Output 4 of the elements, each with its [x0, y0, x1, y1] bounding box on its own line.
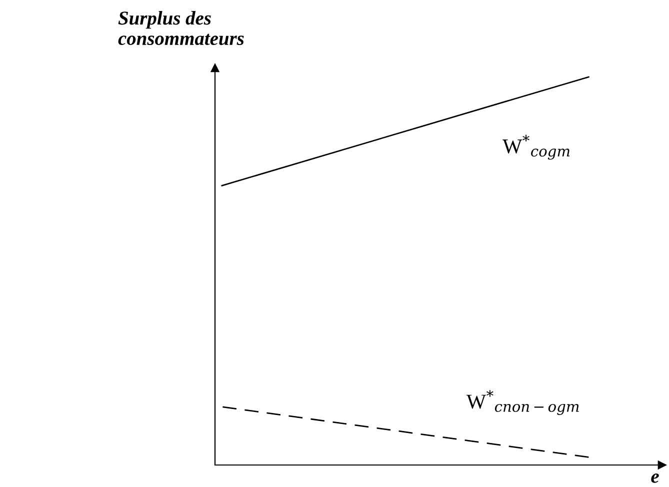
series-label: W$^{*}$$_{cogm}$ — [502, 134, 570, 160]
series-label: W$^{*}$$_{cnon−ogm}$ — [466, 390, 579, 415]
x-axis-title: e — [651, 474, 659, 483]
y-axis-title: Surplus des consommateurs — [118, 11, 244, 46]
